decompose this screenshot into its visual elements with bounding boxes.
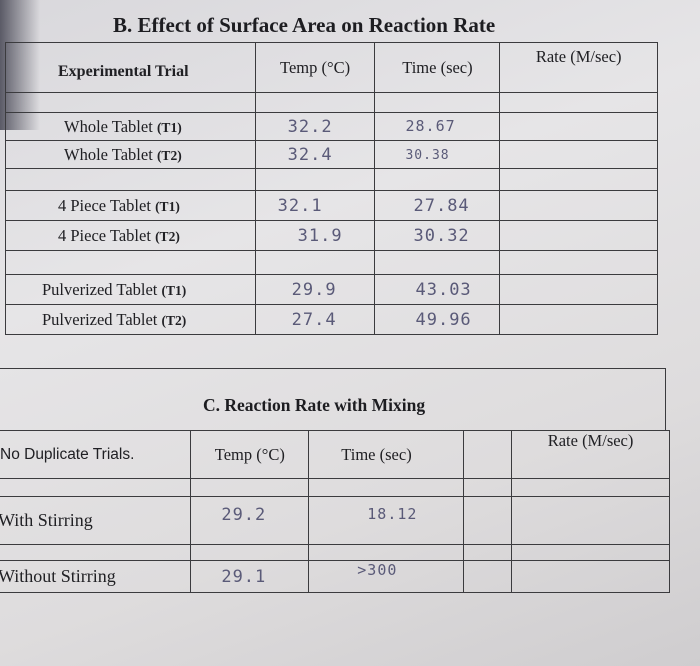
header-temp: Temp (°C) [254,42,376,93]
time-cell: 30.32 [374,220,501,251]
handwritten-time: 49.96 [415,309,472,330]
handwritten-time: 27.84 [413,195,470,216]
time-cell: 30.38 [374,140,501,169]
surface-area-table: Experimental Trial Temp (°C) Time (sec) … [5,42,658,335]
temp-cell: 29.9 [254,274,376,305]
handwritten-time: 30.38 [405,147,450,163]
section-c-title: C. Reaction Rate with Mixing [203,395,426,415]
header-rate: Rate (M/sec) [511,430,670,479]
row-label: Whole Tablet (T2) [5,140,256,169]
trial-id: (T1) [156,119,182,135]
handwritten-temp: 27.4 [291,309,337,330]
time-cell: 49.96 [374,304,501,335]
trial-id: (T2) [156,147,182,163]
rate-cell [499,140,658,169]
handwritten-temp: 32.2 [287,116,333,137]
rate-cell [499,190,658,221]
rate-cell [511,560,670,593]
rate-cell [499,112,658,141]
trial-name: Whole Tablet [64,144,153,164]
trial-name: Whole Tablet [64,116,153,136]
handwritten-temp: 32.4 [287,144,333,165]
mixing-table: No Duplicate Trials. Temp (°C) Time (sec… [0,430,670,593]
row-label: With Stirring [0,496,192,545]
temp-cell: 29.1 [190,560,310,593]
row-label: 4 Piece Tablet (T2) [5,220,256,251]
header-rate: Rate (M/sec) [499,42,658,93]
handwritten-time: 30.32 [413,225,470,246]
time-cell: 18.12 [308,496,465,545]
handwritten-temp: 32.1 [277,195,323,216]
handwritten-temp: 29.9 [291,279,337,300]
handwritten-time: >300 [357,561,398,579]
temp-cell: 32.2 [254,112,376,141]
temp-cell: 32.1 [254,190,376,221]
handwritten-temp: 29.2 [221,505,267,525]
temp-cell: 29.2 [190,496,310,545]
rate-cell [499,274,658,305]
section-b-title: B. Effect of Surface Area on Reaction Ra… [113,13,496,37]
header-experimental-trial: Experimental Trial [5,42,256,93]
rate-cell [499,220,658,251]
section-c-title-box [0,368,666,431]
header-temp: Temp (°C) [190,430,310,479]
rate-cell [499,304,658,335]
time-cell: 27.84 [374,190,501,221]
header-time: Time (sec) [374,42,501,93]
rate-cell [511,496,670,545]
trial-id: (T1) [155,198,180,214]
header-no-duplicate: No Duplicate Trials. [0,430,192,479]
trial-name: 4 Piece Tablet [58,195,151,215]
temp-cell: 32.4 [254,140,376,169]
row-label: Whole Tablet (T1) [5,112,256,141]
handwritten-temp: 29.1 [221,566,267,587]
trial-name: Pulverized Tablet [42,309,158,329]
time-cell: >300 [308,560,465,593]
header-time: Time (sec) [308,430,465,479]
handwritten-time: 28.67 [405,117,456,135]
trial-id: (T1) [161,282,187,298]
handwritten-time: 43.03 [415,279,472,300]
time-cell: 43.03 [374,274,501,305]
trial-name: 4 Piece Tablet [58,225,151,245]
handwritten-temp: 31.9 [297,225,343,246]
row-label: Pulverized Tablet (T2) [5,304,256,335]
trial-id: (T2) [161,312,187,328]
handwritten-time: 18.12 [367,505,418,523]
temp-cell: 27.4 [254,304,376,335]
trial-name: Pulverized Tablet [42,279,158,299]
row-label: Without Stirring [0,560,192,593]
temp-cell: 31.9 [254,220,376,251]
row-label: 4 Piece Tablet (T1) [5,190,256,221]
trial-id: (T2) [155,228,180,244]
row-label: Pulverized Tablet (T1) [5,274,256,305]
time-cell: 28.67 [374,112,501,141]
